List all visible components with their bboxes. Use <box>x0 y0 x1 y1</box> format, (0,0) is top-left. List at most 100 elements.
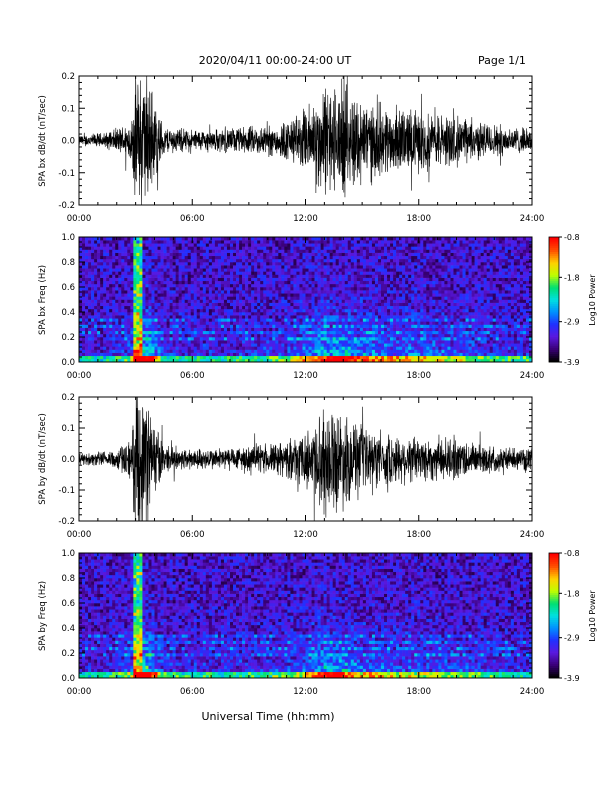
heat-cell <box>151 262 155 266</box>
heat-cell <box>220 255 225 260</box>
heat-cell <box>112 315 116 319</box>
heat-cell <box>94 308 98 313</box>
heat-cell <box>441 262 445 266</box>
heat-cell <box>166 277 170 282</box>
heat-cell <box>278 237 282 241</box>
heat-cell <box>384 299 388 303</box>
heat-cell <box>405 305 409 310</box>
heat-cell <box>347 308 352 313</box>
heat-cell <box>151 321 155 325</box>
heat-cell <box>94 349 98 353</box>
heat-cell <box>417 243 421 247</box>
heat-cell <box>154 330 158 335</box>
heat-cell <box>260 355 264 360</box>
heat-cell <box>193 268 198 272</box>
heat-cell <box>308 283 312 288</box>
heat-cell <box>100 312 104 316</box>
heat-cell <box>127 302 131 307</box>
heat-cell <box>381 302 385 307</box>
heat-cell <box>302 340 306 344</box>
heat-cell <box>257 333 261 338</box>
heat-cell <box>88 252 92 257</box>
heat-cell <box>347 340 352 344</box>
heat-cell <box>251 237 255 241</box>
heat-cell <box>371 252 376 257</box>
heat-cell <box>441 237 445 241</box>
heat-cell <box>82 358 86 363</box>
heat-cell <box>371 237 376 241</box>
heat-cell <box>311 355 315 360</box>
heat-cell <box>178 265 182 269</box>
heat-cell <box>220 280 225 285</box>
heat-cell <box>239 255 243 260</box>
heat-cell <box>335 246 340 250</box>
heat-cell <box>139 324 143 328</box>
heat-cell <box>417 324 421 328</box>
heat-cell <box>142 268 146 272</box>
heat-cell <box>420 240 424 244</box>
heat-cell <box>290 346 294 350</box>
heat-cell <box>88 268 92 272</box>
heat-cell <box>417 305 421 310</box>
heat-cell <box>202 246 207 250</box>
heat-cell <box>284 246 288 250</box>
heat-cell <box>154 262 158 266</box>
heat-cell <box>130 358 134 363</box>
heat-cell <box>136 255 140 260</box>
heat-cell <box>100 293 104 297</box>
heat-cell <box>362 333 367 338</box>
heat-cell <box>269 312 273 316</box>
heat-cell <box>214 274 219 278</box>
heat-cell <box>199 315 204 319</box>
heat-cell <box>263 315 267 319</box>
heat-cell <box>329 243 333 247</box>
heat-cell <box>245 333 249 338</box>
heat-cell <box>414 237 418 241</box>
heat-cell <box>338 327 343 332</box>
heat-cell <box>374 262 379 266</box>
heat-cell <box>387 355 391 360</box>
heat-cell <box>287 355 291 360</box>
heat-cell <box>365 252 370 257</box>
heat-cell <box>226 268 231 272</box>
heat-cell <box>365 343 370 347</box>
heat-cell <box>223 243 228 247</box>
heat-cell <box>381 262 385 266</box>
heat-cell <box>139 258 143 263</box>
heat-cell <box>359 315 364 319</box>
heat-cell <box>371 337 376 341</box>
heat-cell <box>217 315 222 319</box>
heat-cell <box>414 321 418 325</box>
heat-cell <box>305 246 309 250</box>
heat-cell <box>272 315 276 319</box>
heat-cell <box>127 287 131 291</box>
heat-cell <box>405 355 409 360</box>
heat-cell <box>154 268 158 272</box>
heat-cell <box>190 346 195 350</box>
heat-cell <box>82 293 86 297</box>
heat-cell <box>260 271 264 275</box>
heat-cell <box>377 305 382 310</box>
heat-cell <box>248 243 252 247</box>
heat-cell <box>112 337 116 341</box>
heat-cell <box>347 274 352 278</box>
heat-cell <box>329 262 333 266</box>
heat-cell <box>329 358 333 363</box>
heat-cell <box>417 302 421 307</box>
heat-cell <box>426 274 430 278</box>
heat-cell <box>233 252 237 257</box>
heat-cell <box>359 349 364 353</box>
heat-cell <box>393 283 397 288</box>
heat-cell <box>335 349 340 353</box>
heat-cell <box>118 340 122 344</box>
heat-cell <box>444 308 448 313</box>
heat-cell <box>223 290 228 294</box>
heat-cell <box>214 265 219 269</box>
heat-cell <box>444 349 448 353</box>
heat-cell <box>356 346 361 350</box>
heat-cell <box>344 324 349 328</box>
heat-cell <box>115 337 119 341</box>
heat-cell <box>317 349 321 353</box>
heat-cell <box>251 252 255 257</box>
